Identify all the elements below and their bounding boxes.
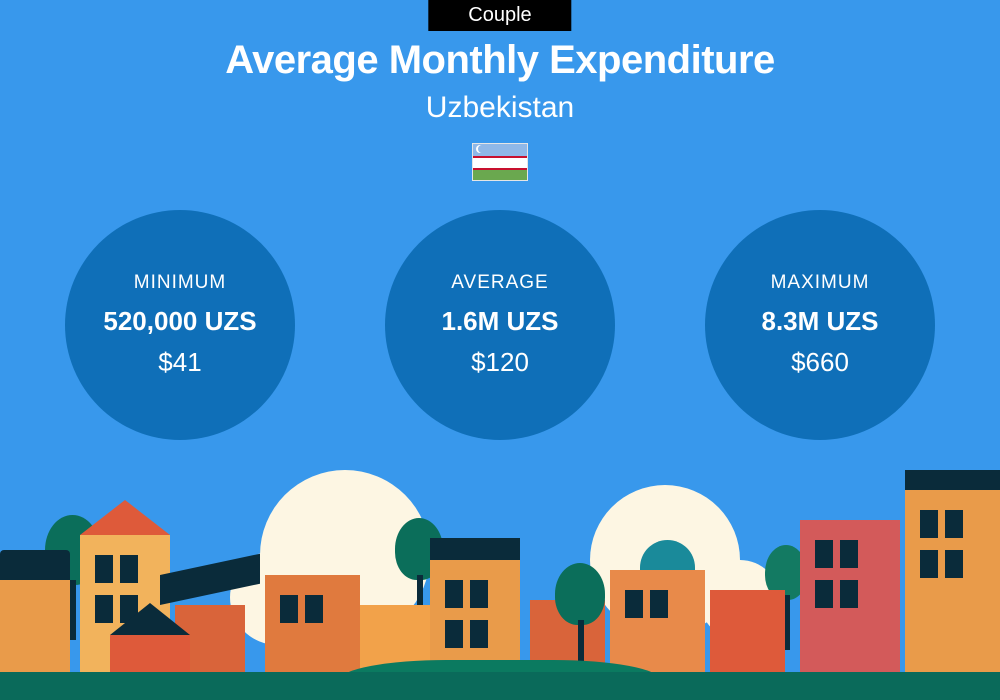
stat-value: 520,000 UZS	[103, 306, 256, 337]
cityscape-illustration	[0, 470, 1000, 700]
category-tag: Couple	[428, 0, 571, 31]
stat-value: 8.3M UZS	[761, 306, 878, 337]
page-title: Average Monthly Expenditure	[0, 38, 1000, 83]
stat-usd: $41	[158, 347, 201, 378]
stat-label: MAXIMUM	[771, 272, 870, 294]
stats-row: MINIMUM 520,000 UZS $41 AVERAGE 1.6M UZS…	[0, 210, 1000, 440]
stat-minimum: MINIMUM 520,000 UZS $41	[65, 210, 295, 440]
stat-label: MINIMUM	[134, 272, 226, 294]
stat-average: AVERAGE 1.6M UZS $120	[385, 210, 615, 440]
flag-icon	[472, 143, 528, 181]
stat-usd: $660	[791, 347, 849, 378]
country-name: Uzbekistan	[0, 91, 1000, 125]
stat-label: AVERAGE	[451, 272, 548, 294]
category-tag-label: Couple	[468, 4, 531, 26]
stat-usd: $120	[471, 347, 529, 378]
stat-maximum: MAXIMUM 8.3M UZS $660	[705, 210, 935, 440]
header: Average Monthly Expenditure Uzbekistan	[0, 38, 1000, 181]
stat-value: 1.6M UZS	[441, 306, 558, 337]
